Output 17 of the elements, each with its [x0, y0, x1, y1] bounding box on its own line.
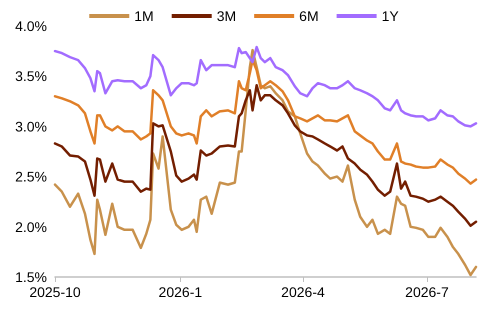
legend-label: 3M: [216, 8, 236, 24]
x-tick-label: 2026-7: [405, 284, 449, 300]
y-tick-label: 2.0%: [15, 218, 47, 235]
legend-label: 6M: [299, 8, 319, 24]
y-tick-label: 3.0%: [15, 118, 47, 134]
y-tick-label: 4.0%: [15, 18, 47, 34]
line-series: [54, 46, 478, 128]
x-tick-label: 2026-4: [281, 284, 325, 300]
legend-label: 1Y: [382, 8, 400, 24]
x-tick-label: 2026-1: [158, 284, 202, 300]
y-tick-label: 1.5%: [15, 269, 47, 285]
line-series: [54, 84, 478, 228]
y-tick-label: 3.5%: [15, 68, 47, 84]
y-tick-label: 2.5%: [15, 168, 47, 185]
legend-label: 1M: [134, 8, 154, 24]
line-series: [54, 58, 478, 185]
x-tick-label: 2025-10: [29, 284, 81, 300]
